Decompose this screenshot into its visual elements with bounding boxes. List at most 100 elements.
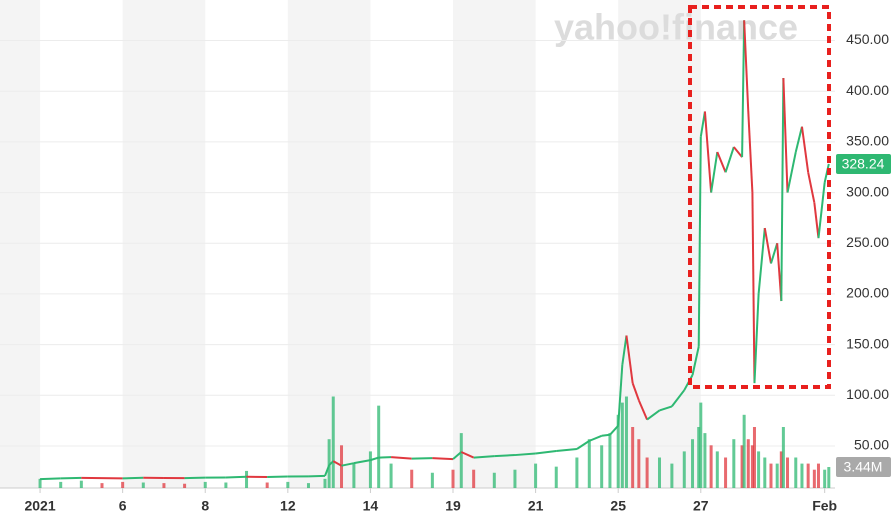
volume-bar bbox=[724, 457, 728, 488]
highlight-box bbox=[688, 5, 831, 389]
price-segment bbox=[782, 78, 789, 193]
price-segment bbox=[794, 126, 803, 153]
watermark: yahoo!finance bbox=[554, 7, 798, 48]
volume-bar bbox=[786, 457, 790, 488]
price-segment bbox=[588, 434, 603, 442]
price-segment bbox=[617, 364, 624, 426]
price-segment bbox=[697, 136, 702, 347]
price-segment bbox=[328, 460, 334, 466]
volume-bar bbox=[430, 472, 434, 488]
y-tick-label: 300.00 bbox=[846, 183, 889, 199]
volume-bar bbox=[306, 483, 310, 488]
x-tick-label: 8 bbox=[201, 498, 209, 514]
volume-bar bbox=[203, 481, 207, 488]
price-segment bbox=[225, 475, 247, 479]
volume-bar bbox=[682, 451, 686, 488]
price-segment bbox=[699, 111, 706, 137]
volume-bar bbox=[459, 433, 463, 488]
price-segment bbox=[370, 456, 379, 462]
volume-bar bbox=[645, 457, 649, 488]
volume-bar bbox=[775, 463, 779, 488]
price-segment bbox=[353, 459, 371, 465]
price-segment bbox=[710, 151, 719, 193]
price-segment bbox=[473, 455, 495, 459]
volume-bar bbox=[746, 439, 750, 488]
volume-bar bbox=[410, 469, 414, 488]
volume-bar bbox=[451, 469, 455, 488]
price-segment bbox=[770, 242, 779, 264]
price-segment bbox=[460, 451, 475, 459]
volume-bar bbox=[327, 439, 331, 488]
volume-bar bbox=[816, 463, 820, 488]
price-segment bbox=[625, 335, 634, 384]
x-tick-label: 12 bbox=[280, 498, 296, 514]
price-segment bbox=[753, 293, 760, 384]
price-segment bbox=[724, 146, 735, 173]
day-band bbox=[287, 0, 371, 488]
volume-bar bbox=[245, 470, 249, 488]
volume-bar bbox=[331, 396, 335, 488]
price-segment bbox=[800, 126, 810, 173]
volume-bar bbox=[286, 481, 290, 488]
volume-bar bbox=[183, 483, 187, 488]
volume-bar bbox=[691, 439, 695, 488]
price-badge bbox=[836, 153, 891, 174]
x-tick-label: 27 bbox=[693, 498, 709, 514]
day-bands bbox=[0, 0, 701, 488]
y-tick-label: 50.00 bbox=[854, 437, 889, 453]
volume-bar bbox=[472, 469, 476, 488]
price-segment bbox=[452, 451, 462, 460]
price-segment bbox=[780, 78, 785, 302]
volume-bar bbox=[769, 463, 773, 488]
volume-bar bbox=[703, 433, 707, 488]
volume-bar bbox=[742, 414, 746, 488]
volume-bar bbox=[575, 457, 579, 488]
y-tick-label: 250.00 bbox=[846, 234, 889, 250]
price-segment bbox=[621, 335, 628, 365]
volume-bar bbox=[752, 427, 756, 488]
y-tick-label: 150.00 bbox=[846, 335, 889, 351]
price-segment bbox=[747, 111, 754, 193]
volume-bar bbox=[631, 427, 635, 488]
volume-bar bbox=[608, 433, 612, 488]
price-segment bbox=[609, 424, 619, 436]
price-segment bbox=[659, 405, 673, 412]
volume-bar bbox=[513, 469, 517, 488]
volume-bar bbox=[121, 481, 125, 488]
volume-bar bbox=[779, 451, 783, 488]
volume-bar bbox=[162, 483, 166, 488]
price-segment bbox=[646, 409, 661, 421]
volume-bar bbox=[670, 463, 674, 488]
price-segment bbox=[743, 20, 750, 112]
volume-bar bbox=[827, 467, 831, 488]
price-segment bbox=[432, 457, 454, 461]
volume-bar bbox=[323, 478, 327, 488]
volume-bar bbox=[697, 427, 701, 488]
price-segment bbox=[494, 454, 516, 458]
price-segment bbox=[378, 456, 392, 459]
y-tick-label: 400.00 bbox=[846, 82, 889, 98]
volume-bar bbox=[377, 405, 381, 488]
volume-bar bbox=[620, 402, 624, 488]
volume-bar bbox=[732, 439, 736, 488]
volume-bar bbox=[709, 445, 713, 488]
volume-bar bbox=[79, 480, 83, 488]
y-tick-label: 200.00 bbox=[846, 285, 889, 301]
volume-bar bbox=[800, 463, 804, 488]
volume-bar bbox=[699, 402, 703, 488]
price-segment bbox=[637, 399, 649, 420]
day-band bbox=[0, 0, 41, 488]
volume-bar bbox=[352, 463, 356, 488]
price-segment bbox=[60, 476, 82, 480]
y-tick-label: 450.00 bbox=[846, 31, 889, 47]
volume-bar bbox=[812, 469, 816, 488]
price-segment bbox=[757, 227, 766, 295]
price-segment bbox=[716, 151, 727, 173]
volume-bar bbox=[141, 482, 145, 488]
volume-bar bbox=[823, 469, 827, 488]
price-segment bbox=[671, 389, 686, 408]
price-segment bbox=[751, 192, 756, 384]
volume-bar bbox=[637, 439, 641, 488]
price-segment bbox=[332, 460, 342, 467]
